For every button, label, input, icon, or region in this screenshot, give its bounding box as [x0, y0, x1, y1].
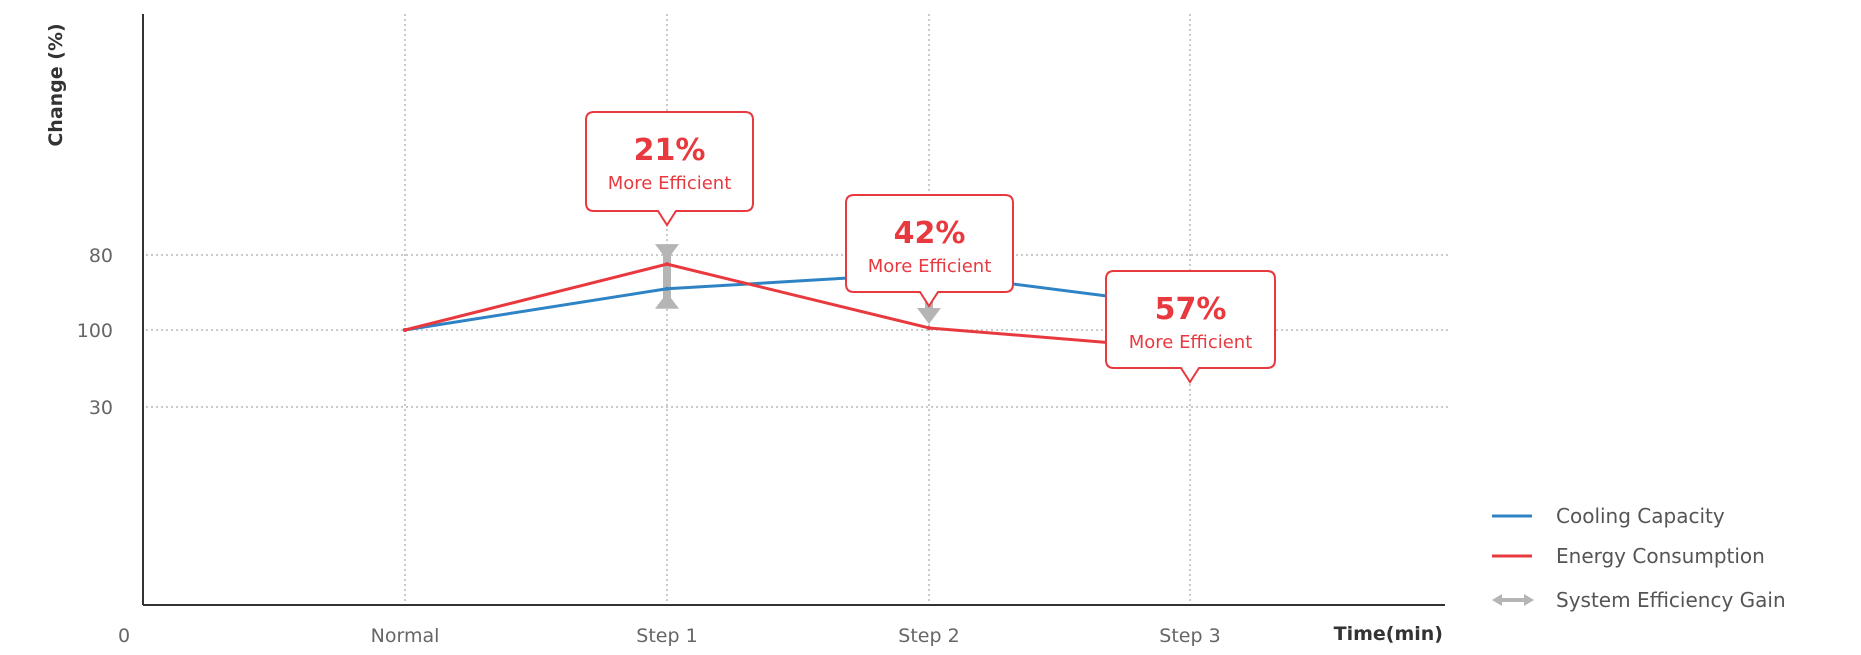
efficiency-callout: 42% More Efficient [845, 194, 1014, 308]
legend: Cooling Capacity Energy Consumption System… [1492, 504, 1786, 612]
series-line-1 [404, 262, 1191, 351]
efficiency-callouts: 21% More Efficient 42% More Efficient 57% Mor… [585, 111, 1276, 384]
legend-item: System Efficiency Gain [1492, 588, 1786, 612]
x-axis-title: Time(min) [1334, 623, 1443, 645]
legend-label: System Efficiency Gain [1556, 588, 1786, 612]
double-arrow-icon [1492, 594, 1534, 606]
x-tick-label: Step 1 [636, 625, 697, 647]
y-axis-title: Change (%) [45, 23, 67, 146]
y-tick-label: 30 [89, 397, 113, 419]
legend-item: Energy Consumption [1492, 544, 1765, 568]
callout-percent: 42% [894, 216, 966, 251]
data-point [665, 262, 669, 267]
callout-percent: 57% [1155, 292, 1227, 327]
x-tick-label: Step 3 [1159, 625, 1220, 647]
data-point [927, 325, 931, 330]
data-point [665, 286, 669, 291]
callout-text: More Efficient [608, 173, 732, 194]
callout-text: More Efficient [1129, 332, 1253, 353]
series-line-0 [404, 271, 1191, 332]
legend-item: Cooling Capacity [1492, 504, 1725, 528]
x-tick-label: Step 2 [898, 625, 959, 647]
y-tick-label: 100 [77, 320, 113, 342]
axes: Change (%) Time(min) 0 [45, 14, 1445, 647]
data-series [403, 262, 1192, 352]
legend-label: Energy Consumption [1556, 544, 1765, 568]
efficiency-callout: 21% More Efficient [585, 111, 754, 227]
x-tick-label: Normal [371, 625, 440, 647]
efficiency-gain-arrow [655, 244, 679, 309]
data-point [403, 328, 407, 332]
callout-text: More Efficient [868, 256, 992, 277]
tick-labels: 100 80 30 Normal Step 1 Step 2 Step 3 [77, 245, 1221, 647]
callout-percent: 21% [634, 133, 706, 168]
legend-label: Cooling Capacity [1556, 504, 1725, 528]
y-tick-label: 80 [89, 245, 113, 267]
efficiency-callout: 57% More Efficient [1105, 270, 1276, 384]
origin-tick-label: 0 [118, 625, 130, 647]
